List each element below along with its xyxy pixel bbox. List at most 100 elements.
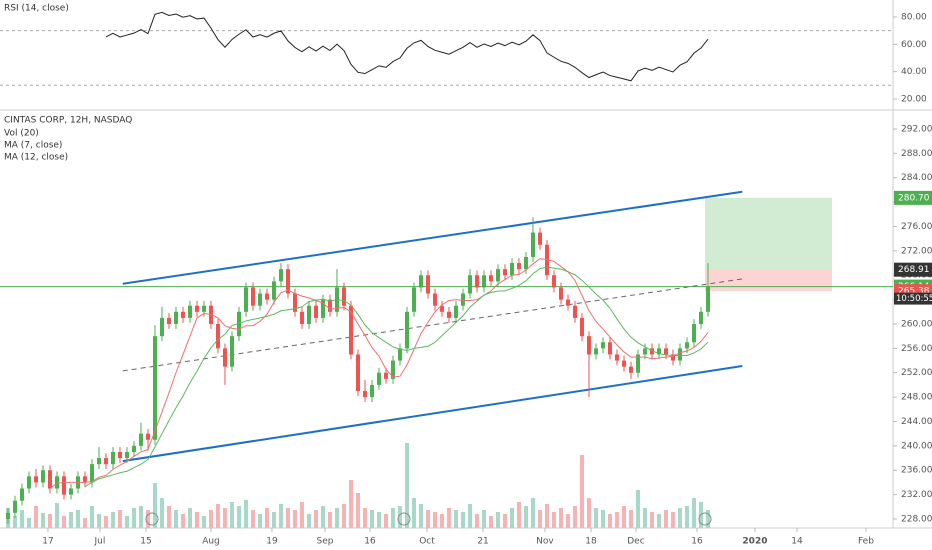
- candle-body: [404, 311, 409, 349]
- volume-bar: [152, 483, 157, 528]
- candle-body: [285, 269, 290, 294]
- volume-bar: [670, 512, 675, 528]
- candle-body: [306, 305, 311, 324]
- loss-zone: [704, 269, 832, 292]
- candle-body: [691, 323, 696, 343]
- volume-bar: [544, 504, 549, 528]
- volume-bar: [194, 512, 199, 528]
- volume-bar: [509, 508, 514, 528]
- countdown-box: [894, 292, 932, 305]
- candle-body: [488, 275, 493, 282]
- candle-body: [516, 263, 521, 270]
- volume-bar: [180, 514, 185, 528]
- candle-body: [124, 451, 129, 459]
- y-tick-label: 288.00: [901, 149, 932, 159]
- volume-bar: [600, 510, 605, 528]
- x-tick-label: 14: [791, 537, 803, 547]
- candle-body: [600, 342, 605, 349]
- volume-bar: [621, 506, 626, 528]
- volume-bar: [642, 508, 647, 528]
- price-label: 280.70: [898, 193, 930, 203]
- volume-bar: [677, 508, 682, 528]
- volume-bar: [369, 510, 374, 528]
- candle-body: [201, 305, 206, 312]
- volume-bar: [537, 510, 542, 528]
- candle-body: [187, 305, 192, 318]
- y-tick-label: 244.00: [901, 417, 932, 427]
- trendline: [122, 365, 743, 463]
- price-label-box: [894, 262, 932, 277]
- volume-bar: [383, 514, 388, 528]
- candle-body: [628, 366, 633, 373]
- candle-body: [495, 269, 500, 282]
- volume-bar: [89, 506, 94, 528]
- volume-bar: [558, 508, 563, 528]
- candle-body: [614, 354, 619, 361]
- moving-average: [84, 266, 709, 487]
- candle-body: [670, 354, 675, 361]
- volume-bar: [439, 514, 444, 528]
- candle-body: [152, 336, 157, 440]
- candle-body: [537, 232, 542, 245]
- volume-bar: [523, 506, 528, 528]
- volume-bar: [173, 510, 178, 528]
- volume-bar: [96, 514, 101, 528]
- event-icon[interactable]: [145, 512, 159, 526]
- volume-bar: [691, 498, 696, 528]
- volume-bar: [649, 512, 654, 528]
- event-icon[interactable]: [698, 512, 712, 526]
- rsi-line: [105, 11, 709, 82]
- volume-bar: [40, 513, 45, 528]
- candle-body: [572, 305, 577, 318]
- x-tick-label: Feb: [858, 537, 874, 547]
- x-tick-label: 16: [364, 537, 376, 547]
- y-tick-label: 276.00: [901, 222, 932, 232]
- candle-body: [663, 348, 668, 355]
- volume-bar: [572, 506, 577, 528]
- candle-body: [313, 305, 318, 318]
- volume-bar: [663, 510, 668, 528]
- volume-bar: [432, 512, 437, 528]
- y-tick-label: 232.00: [901, 490, 932, 500]
- candle-body: [278, 269, 283, 282]
- volume-bar: [425, 510, 430, 528]
- y-tick-label: 240.00: [901, 441, 932, 451]
- x-tick-label: 16: [691, 537, 703, 547]
- candle-body: [621, 360, 626, 367]
- candle-body: [110, 451, 115, 465]
- volume-bar: [47, 514, 52, 528]
- x-tick-label: Oct: [419, 537, 435, 547]
- candle-body: [257, 293, 262, 306]
- volume-bar: [404, 443, 409, 528]
- x-tick-label: 18: [585, 537, 597, 547]
- volume-bar: [705, 510, 710, 528]
- candle-body: [523, 256, 528, 270]
- candle-body: [439, 305, 444, 312]
- volume-bar: [355, 493, 360, 528]
- x-tick-label: 15: [140, 537, 151, 547]
- candle-body: [607, 342, 612, 355]
- event-icon[interactable]: [397, 512, 411, 526]
- x-tick-label: Jul: [94, 537, 106, 547]
- volume-bar: [26, 518, 31, 528]
- volume-bar: [376, 512, 381, 528]
- volume-bar: [684, 506, 689, 528]
- price-label-box: [894, 190, 932, 205]
- volume-bar: [243, 500, 248, 528]
- price-label: 268.91: [898, 265, 930, 275]
- chart-title: CINTAS CORP, 12H, NASDAQ: [4, 116, 132, 126]
- volume-bar: [278, 504, 283, 528]
- candle-body: [369, 384, 374, 398]
- volume-bar: [453, 510, 458, 528]
- y-tick-label: 256.00: [901, 344, 932, 354]
- rsi-tick-label: 40.00: [901, 67, 927, 77]
- volume-bar: [117, 510, 122, 528]
- volume-bar: [607, 514, 612, 528]
- candle-body: [180, 311, 185, 318]
- candle-body: [222, 348, 227, 367]
- candle-body: [579, 317, 584, 337]
- volume-bar: [138, 506, 143, 528]
- volume-bar: [82, 518, 87, 528]
- candle-body: [5, 512, 10, 519]
